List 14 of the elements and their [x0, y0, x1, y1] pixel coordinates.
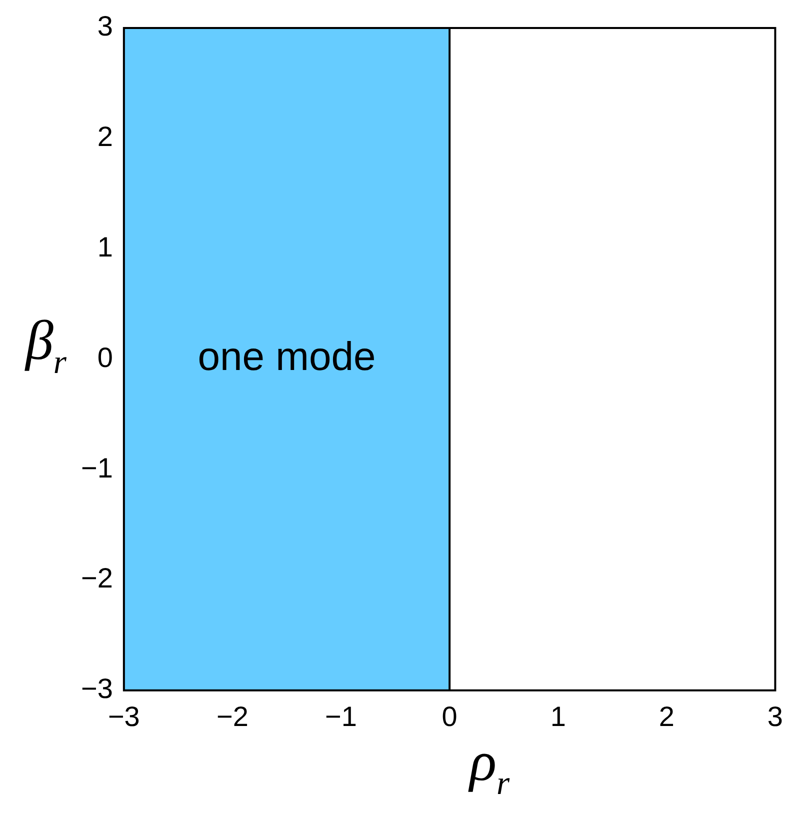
y-tick-label: 0: [97, 342, 113, 373]
x-tick-label: 2: [658, 700, 674, 732]
x-tick-label: 0: [442, 700, 458, 732]
x-tick-label: 3: [767, 700, 784, 732]
y-tick-label: 1: [97, 232, 113, 263]
y-tick-label: −3: [80, 673, 113, 704]
x-tick-label: −2: [216, 700, 248, 732]
y-tick-label: −2: [80, 562, 113, 594]
y-tick-label: 3: [97, 10, 113, 42]
y-tick-label: −1: [80, 452, 113, 484]
x-tick-label: −1: [325, 700, 357, 732]
y-tick-label: 2: [97, 121, 113, 152]
band-label: one mode: [198, 335, 376, 380]
x-tick-label: 1: [550, 700, 566, 732]
